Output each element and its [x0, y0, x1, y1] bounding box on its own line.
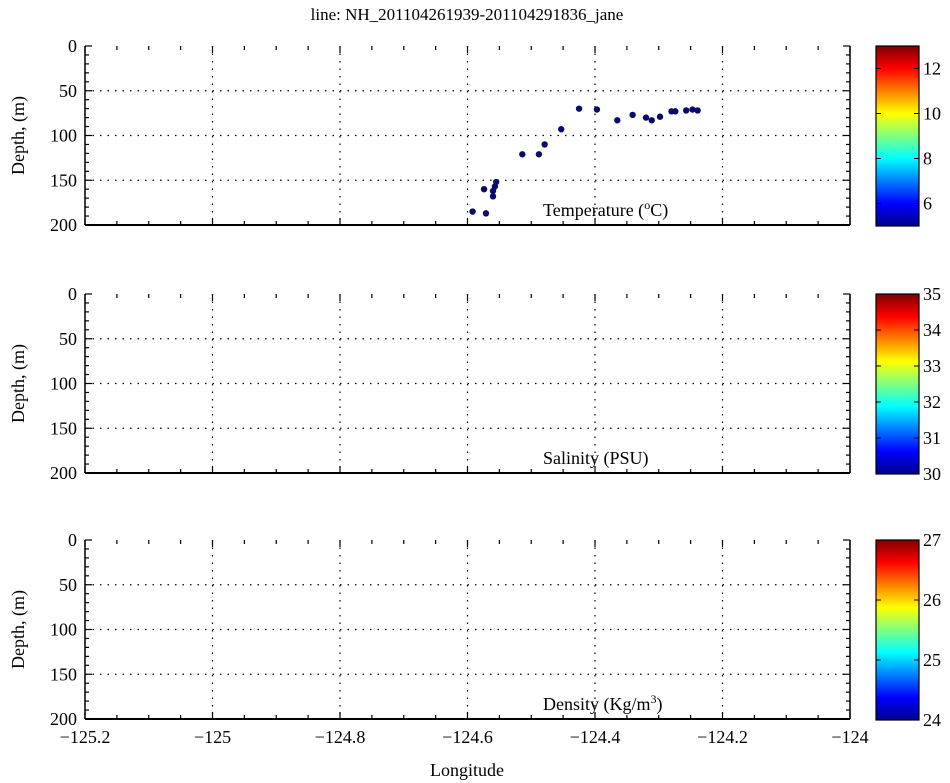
y-tick-label: 200	[50, 463, 77, 483]
y-axis-label: Depth, (m)	[8, 344, 29, 423]
colorbar-tick-label: 32	[923, 392, 941, 412]
data-point	[648, 117, 655, 124]
chart-title: line: NH_201104261939-201104291836_jane	[311, 5, 624, 24]
x-tick-label: −125.2	[60, 727, 111, 747]
data-point	[575, 105, 583, 112]
colorbar-tick-label: 33	[923, 356, 941, 376]
data-point	[519, 151, 526, 158]
colorbar-tick-label: 26	[923, 590, 941, 610]
x-tick-label: −124	[831, 727, 868, 747]
colorbar-salinity	[875, 293, 920, 475]
y-tick-label: 50	[59, 81, 77, 101]
data-point	[656, 113, 664, 120]
y-tick-label: 150	[50, 170, 77, 190]
data-point	[480, 186, 488, 193]
data-point	[489, 193, 497, 200]
y-axis-label: Depth, (m)	[8, 96, 29, 175]
y-tick-label: 50	[59, 575, 77, 595]
panel-label-density: Density (Kg/m3)	[543, 692, 663, 715]
data-point	[694, 107, 701, 114]
y-tick-label: 100	[50, 374, 77, 394]
y-tick-label: 100	[50, 126, 77, 146]
colorbar-tick-label: 27	[923, 530, 941, 550]
x-axis-label: Longitude	[430, 760, 504, 780]
y-tick-label: 150	[50, 418, 77, 438]
y-tick-label: 100	[50, 620, 77, 640]
y-axis-label: Depth, (m)	[8, 590, 29, 669]
data-point	[614, 117, 621, 124]
y-tick-label: 0	[68, 36, 77, 56]
data-point	[593, 106, 601, 113]
panel-label-salinity: Salinity (PSU)	[543, 448, 649, 469]
colorbar-tick-label: 10	[923, 104, 941, 124]
colorbar-tick-label: 35	[923, 284, 941, 304]
x-tick-label: −124.4	[570, 727, 621, 747]
data-point	[535, 151, 543, 158]
data-point	[492, 178, 500, 186]
data-point	[558, 126, 565, 133]
colorbar-tick-label: 31	[923, 428, 941, 448]
data-point	[482, 210, 490, 217]
colorbar-temperature	[875, 45, 920, 227]
data-point	[689, 106, 696, 113]
colorbar-tick-label: 30	[923, 464, 941, 484]
data-point	[629, 111, 636, 119]
x-tick-label: −124.6	[442, 727, 493, 747]
y-tick-label: 0	[68, 530, 77, 550]
x-tick-label: −124.2	[697, 727, 748, 747]
data-point	[642, 114, 650, 121]
colorbar-tick-label: 6	[923, 194, 932, 214]
y-tick-label: 50	[59, 329, 77, 349]
x-tick-label: −124.8	[315, 727, 366, 747]
colorbar-density	[875, 539, 920, 721]
y-tick-label: 0	[68, 284, 77, 304]
colorbar-tick-label: 34	[923, 320, 941, 340]
colorbar-tick-label: 8	[923, 149, 932, 169]
x-tick-label: −125	[194, 727, 231, 747]
colorbar-tick-label: 12	[923, 59, 941, 79]
data-point	[672, 108, 679, 115]
y-tick-label: 150	[50, 664, 77, 684]
panel-label-temperature: Temperature (oC)	[543, 198, 668, 221]
data-point	[682, 107, 690, 114]
data-point	[469, 208, 476, 215]
colorbar-tick-label: 25	[923, 650, 941, 670]
data-point	[541, 141, 548, 148]
colorbar-tick-label: 24	[923, 710, 941, 730]
y-tick-label: 200	[50, 215, 77, 235]
y-tick-label: 200	[50, 709, 77, 729]
